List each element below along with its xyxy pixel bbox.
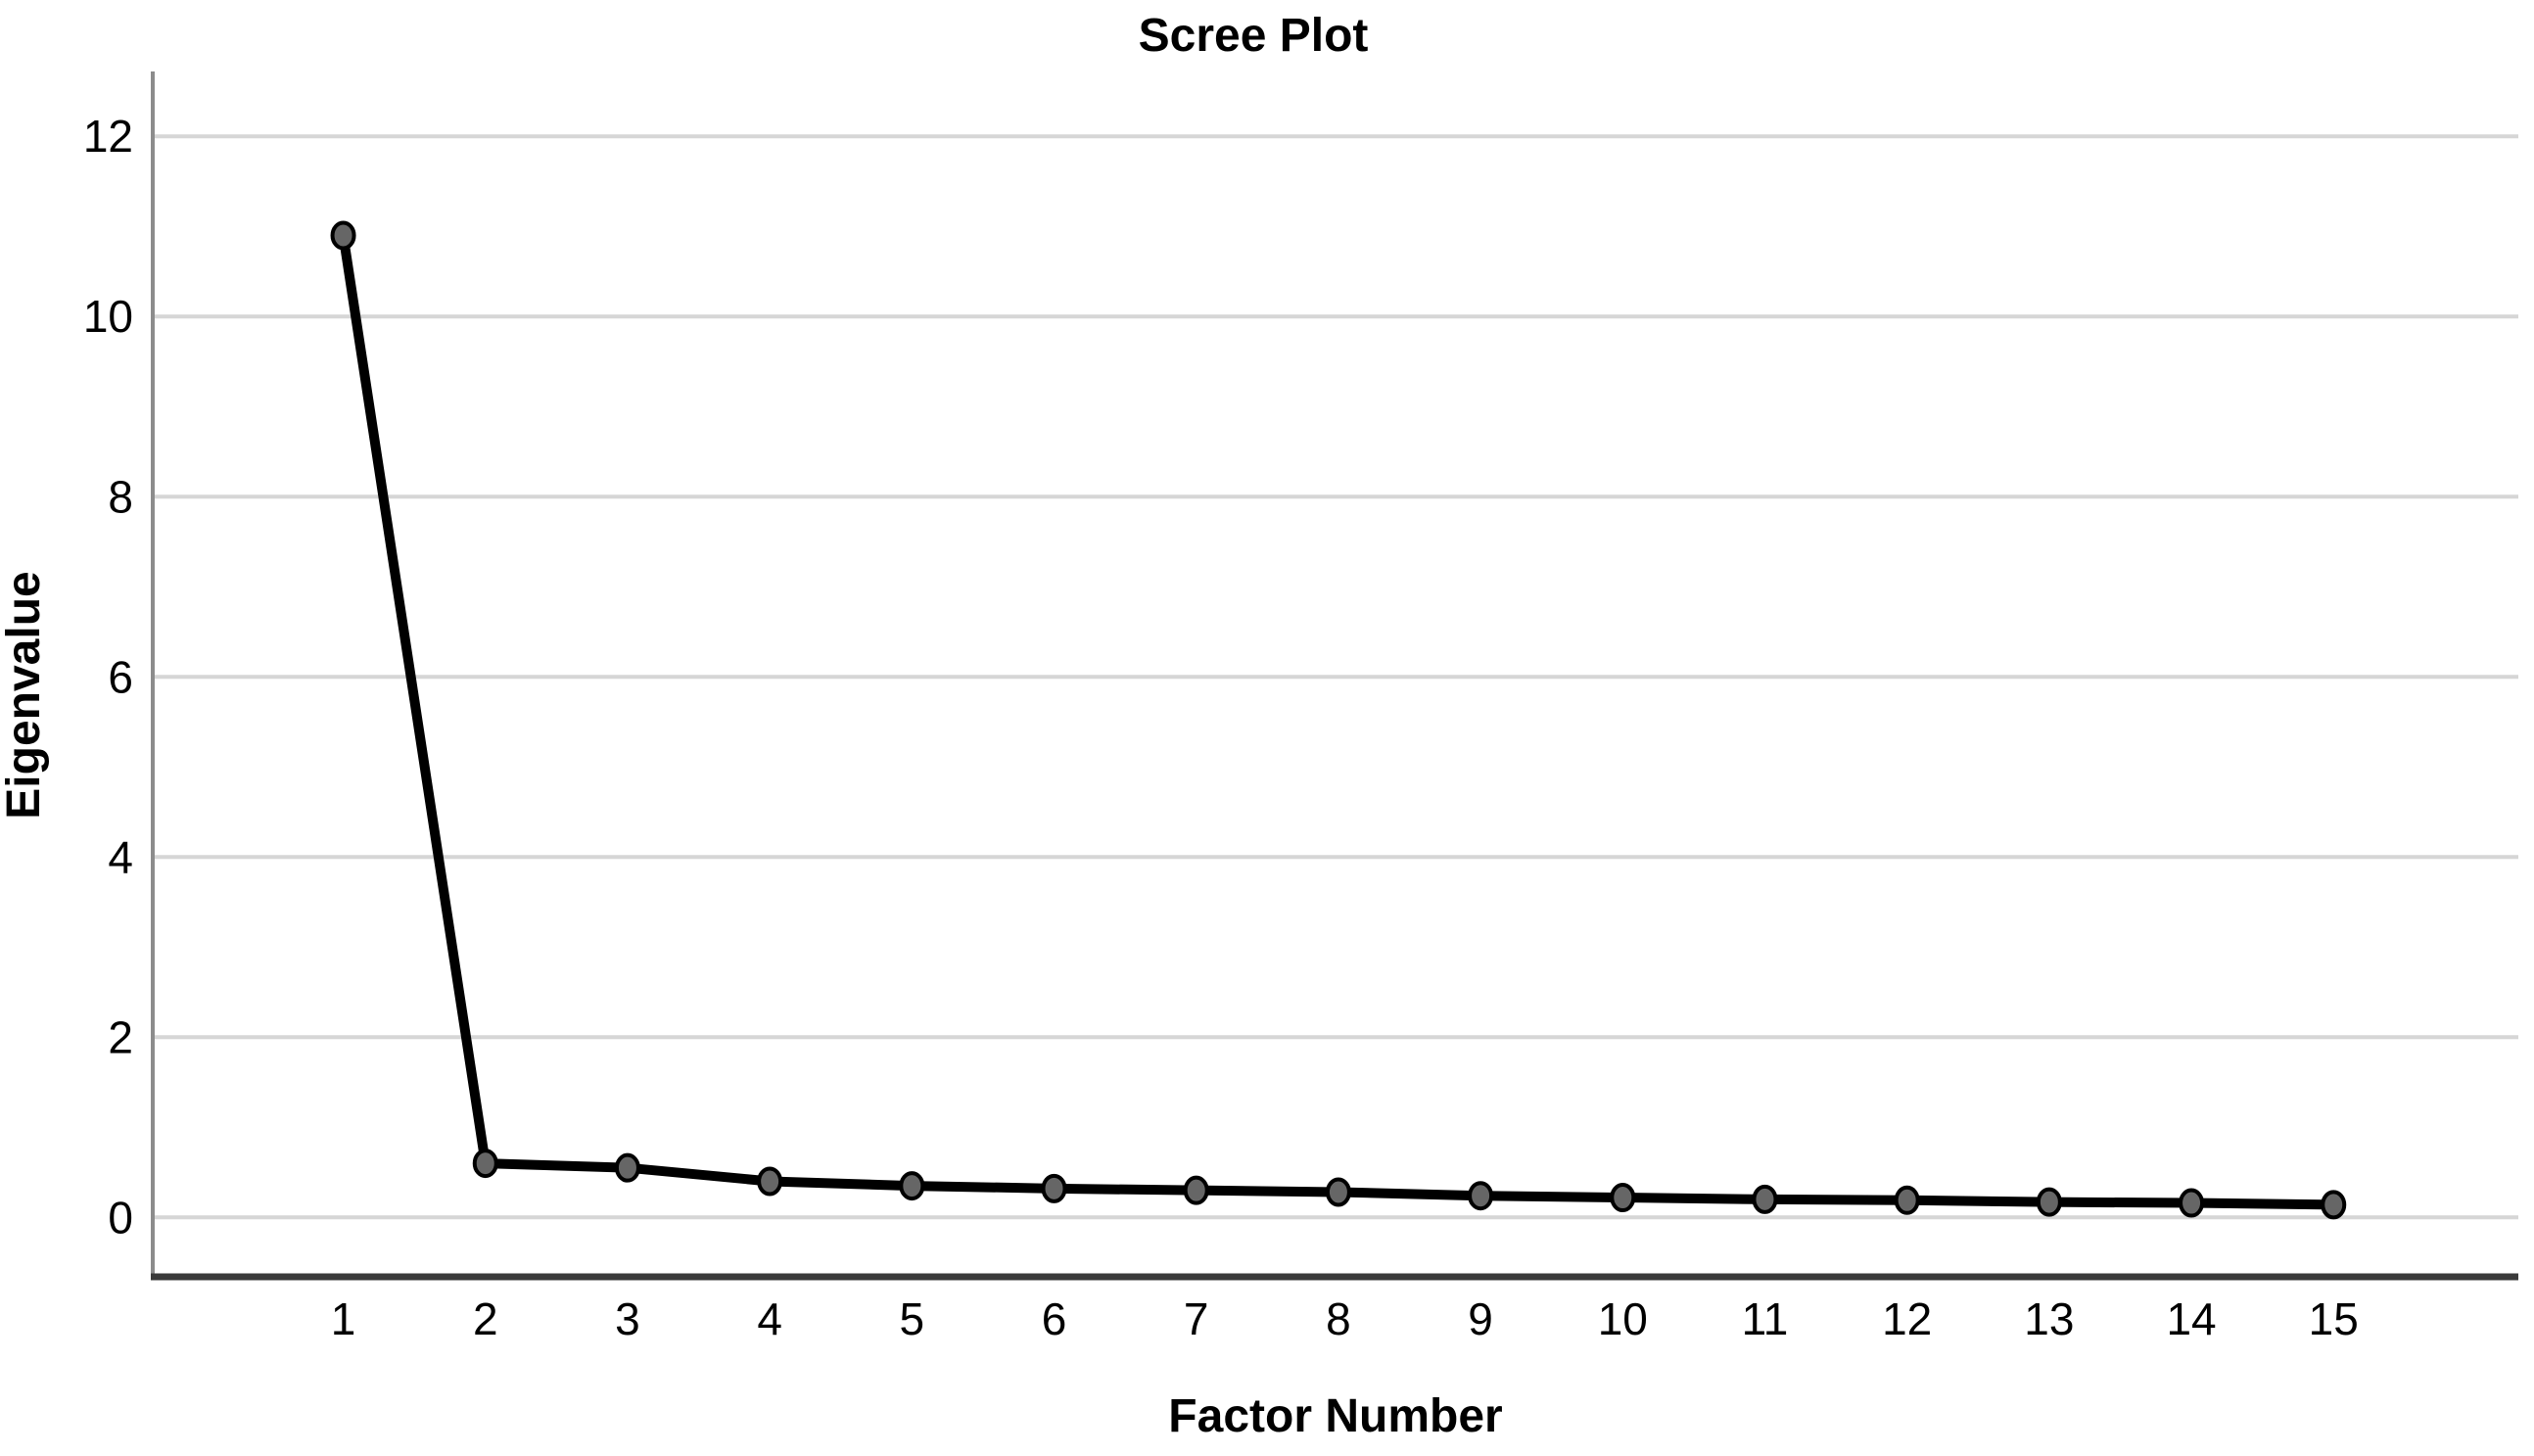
- data-point-marker: [2036, 1187, 2062, 1217]
- y-tick-labels: 0 2 4 6 8 10 12: [83, 111, 133, 1243]
- y-tick-label: 8: [108, 471, 133, 522]
- x-tick-label: 10: [1598, 1293, 1648, 1344]
- data-point-marker: [1894, 1185, 1920, 1215]
- data-point-marker: [1610, 1183, 1636, 1213]
- x-tick-label: 3: [615, 1293, 640, 1344]
- x-tick-label: 14: [2166, 1293, 2216, 1344]
- data-point-marker: [1041, 1173, 1067, 1203]
- x-tick-label: 1: [331, 1293, 356, 1344]
- x-tick-label: 2: [473, 1293, 498, 1344]
- y-tick-label: 2: [108, 1011, 133, 1062]
- x-tick-labels: 1 2 3 4 5 6 7 8 9 10 11 12 13 14 15: [331, 1293, 2359, 1344]
- data-point-marker: [899, 1171, 925, 1201]
- data-point-marker: [2321, 1190, 2347, 1220]
- x-tick-label: 5: [900, 1293, 925, 1344]
- data-point-marker: [614, 1152, 640, 1183]
- chart-title: Scree Plot: [1139, 10, 1369, 62]
- x-tick-label: 13: [2024, 1293, 2074, 1344]
- eigenvalue-series: [330, 220, 2347, 1220]
- x-tick-label: 11: [1742, 1293, 1789, 1344]
- x-tick-label: 12: [1882, 1293, 1932, 1344]
- y-tick-label: 4: [108, 831, 133, 882]
- data-point-marker: [330, 220, 356, 251]
- data-point-marker: [1325, 1177, 1351, 1207]
- x-tick-label: 8: [1326, 1293, 1351, 1344]
- y-tick-label: 10: [83, 291, 133, 342]
- data-point-marker: [1183, 1175, 1209, 1205]
- y-tick-label: 12: [83, 111, 133, 162]
- y-axis-label: Eigenvalue: [0, 571, 50, 819]
- x-tick-label: 15: [2309, 1293, 2359, 1344]
- x-tick-label: 9: [1468, 1293, 1493, 1344]
- data-point-marker: [472, 1149, 498, 1179]
- x-axis-label: Factor Number: [1168, 1390, 1502, 1442]
- data-point-marker: [1752, 1184, 1778, 1214]
- data-point-marker: [1468, 1181, 1494, 1211]
- data-point-marker: [2179, 1188, 2205, 1218]
- x-tick-label: 7: [1184, 1293, 1209, 1344]
- y-tick-label: 6: [108, 651, 133, 702]
- eigenvalue-line: [338, 234, 2334, 1210]
- y-tick-label: 0: [108, 1192, 133, 1243]
- x-tick-label: 4: [757, 1293, 782, 1344]
- x-tick-label: 6: [1042, 1293, 1067, 1344]
- data-point-marker: [757, 1166, 783, 1197]
- gridlines: [153, 134, 2518, 1220]
